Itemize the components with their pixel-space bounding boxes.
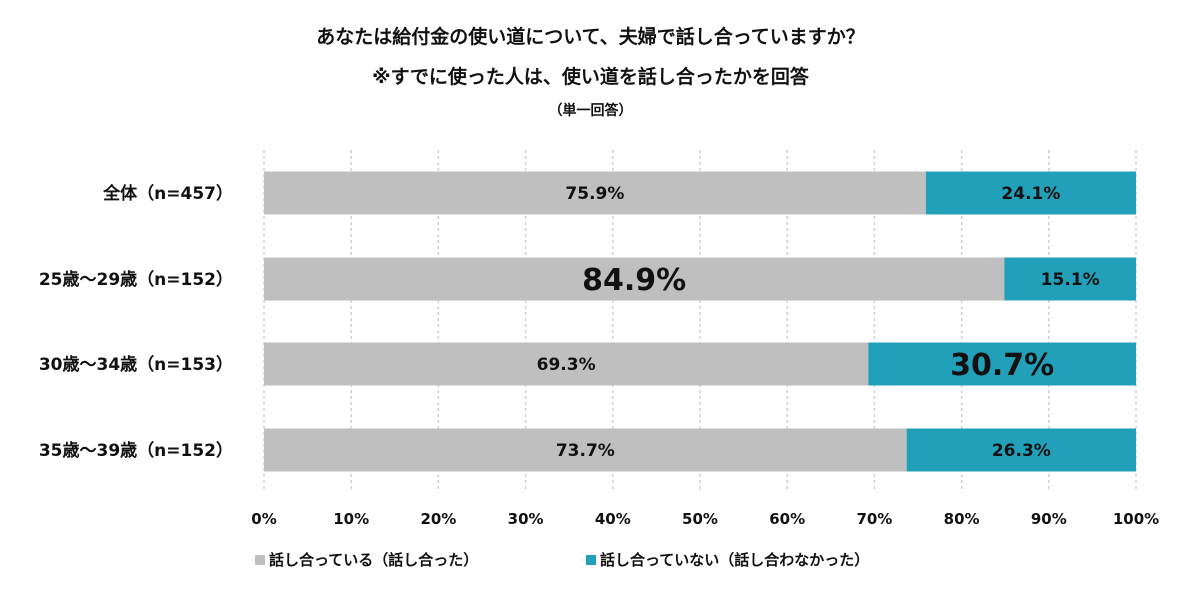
- data-label: 30.7%: [950, 348, 1054, 383]
- category-label: 35歳〜39歳（n=152）: [39, 440, 233, 461]
- bar-segment: [1004, 257, 1136, 301]
- x-tick-label: 100%: [1113, 510, 1159, 528]
- x-tick-label: 10%: [333, 510, 369, 528]
- bar-segment: [264, 342, 869, 386]
- x-tick-label: 60%: [769, 510, 805, 528]
- legend-item-discussed: 話し合っている（話し合った）: [255, 549, 478, 570]
- chart-title: あなたは給付金の使い道について、夫婦で話し合っていますか？: [316, 26, 865, 48]
- bar-segment: [925, 171, 1136, 215]
- data-label: 69.3%: [537, 355, 596, 375]
- category-label: 30歳〜34歳（n=153）: [39, 354, 233, 375]
- x-tick-label: 20%: [420, 510, 456, 528]
- data-label: 73.7%: [556, 441, 615, 461]
- bar-segment: [264, 257, 1005, 301]
- legend-label-not-discussed: 話し合っていない（話し合わなかった）: [600, 551, 870, 569]
- x-tick-label: 90%: [1031, 510, 1067, 528]
- legend-label-discussed: 話し合っている（話し合った）: [269, 551, 479, 569]
- data-label: 75.9%: [565, 184, 624, 204]
- legend-item-not-discussed: 話し合っていない（話し合わなかった）: [586, 549, 869, 570]
- data-label: 84.9%: [582, 263, 686, 298]
- bar-segment: [906, 428, 1136, 472]
- category-label: 25歳〜29歳（n=152）: [39, 269, 233, 290]
- x-tick-label: 70%: [856, 510, 892, 528]
- legend-swatch-discussed: [255, 554, 265, 565]
- bar-segment: [264, 428, 907, 472]
- bar-segment: [264, 171, 926, 215]
- data-label: 24.1%: [1001, 184, 1060, 204]
- x-tick-label: 80%: [944, 510, 980, 528]
- data-label: 26.3%: [992, 441, 1051, 461]
- x-tick-label: 30%: [508, 510, 544, 528]
- bar-segment: [868, 342, 1136, 386]
- x-tick-label: 0%: [251, 510, 276, 528]
- data-label: 15.1%: [1041, 270, 1100, 290]
- category-label: 全体（n=457）: [102, 183, 233, 204]
- chart-subtitle: ※すでに使った人は、使い道を話し合ったかを回答: [372, 66, 809, 88]
- legend-swatch-not-discussed: [586, 554, 596, 565]
- x-tick-label: 50%: [682, 510, 718, 528]
- x-tick-label: 40%: [595, 510, 631, 528]
- chart-note: （単一回答）: [548, 103, 633, 119]
